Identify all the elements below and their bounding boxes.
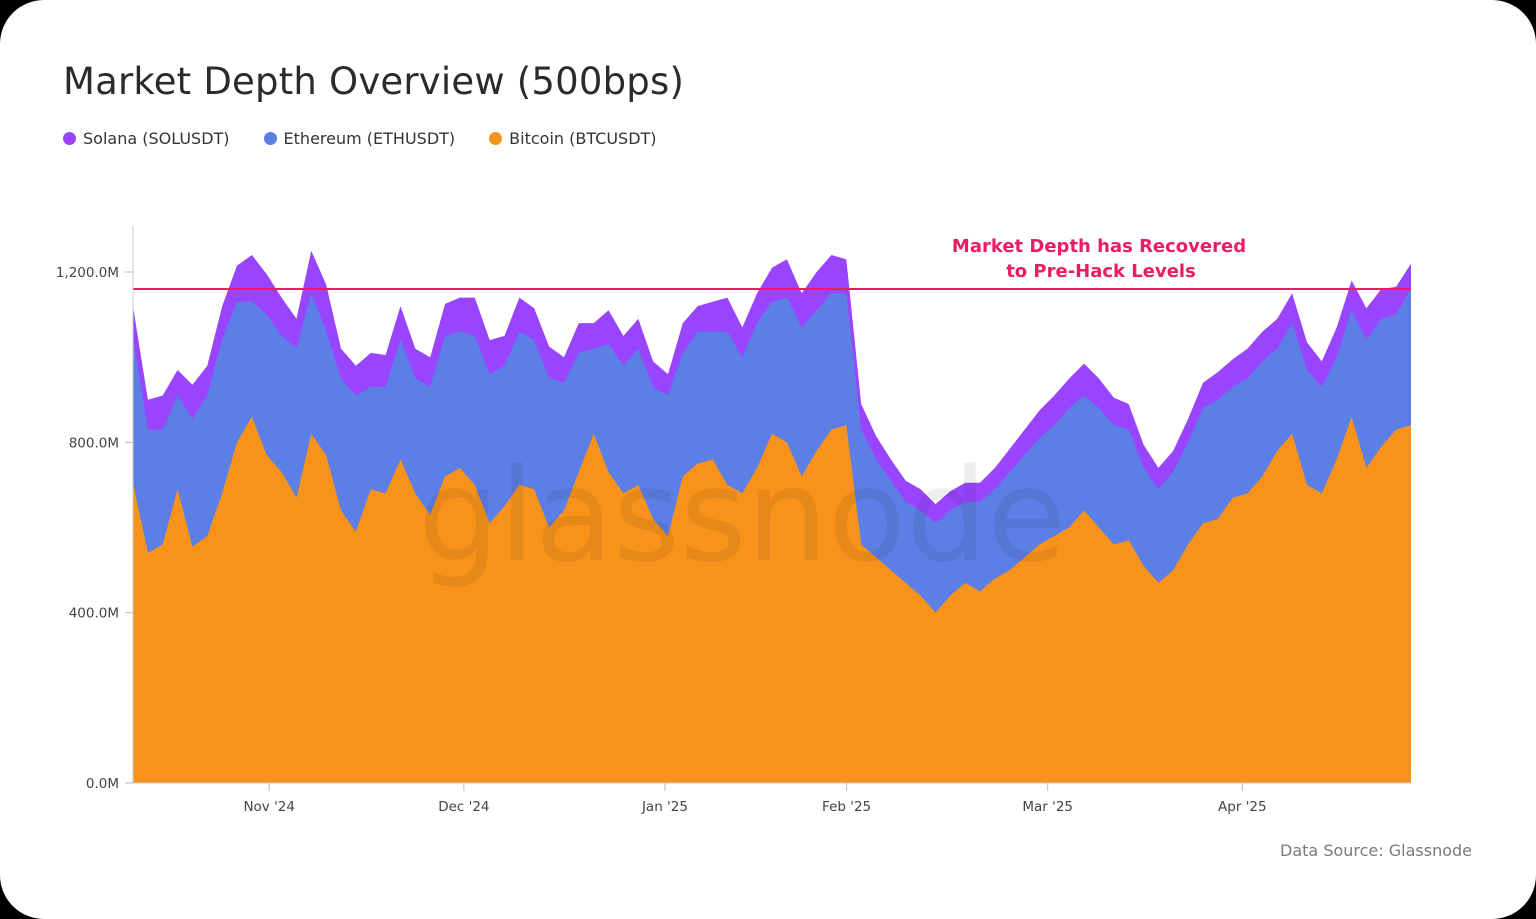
x-tick-label: Jan '25 xyxy=(641,799,688,815)
legend-label: Bitcoin (BTCUSDT) xyxy=(509,129,657,148)
x-tick-label: Apr '25 xyxy=(1218,799,1267,815)
legend-dot-icon xyxy=(63,132,76,145)
x-axis-ticks: Nov '24 Dec '24 Jan '25 Feb '25 Mar '25 Apr '… xyxy=(243,783,1267,815)
y-tick-label: 400.0M xyxy=(69,606,119,622)
legend-item-solana[interactable]: Solana (SOLUSDT) xyxy=(63,129,230,148)
annotation-line-1: Market Depth has Recovered xyxy=(952,236,1246,257)
x-tick-label: Feb '25 xyxy=(822,799,871,815)
watermark: glassnode xyxy=(418,442,1066,591)
legend-item-ethereum[interactable]: Ethereum (ETHUSDT) xyxy=(263,129,456,148)
x-tick-label: Dec '24 xyxy=(438,799,489,815)
legend-dot-icon xyxy=(263,132,277,145)
y-tick-label: 800.0M xyxy=(69,435,119,451)
y-axis-ticks: 0.0M 400.0M 800.0M 1,200.0M xyxy=(56,265,133,792)
legend-label: Ethereum (ETHUSDT) xyxy=(283,129,456,148)
legend-dot-icon xyxy=(489,132,503,145)
area-layers xyxy=(133,250,1411,783)
legend: Solana (SOLUSDT) Ethereum (ETHUSDT) Bitc… xyxy=(63,129,691,148)
legend-label: Solana (SOLUSDT) xyxy=(83,129,230,148)
y-tick-label: 0.0M xyxy=(86,776,119,792)
chart-title: Market Depth Overview (500bps) xyxy=(63,60,685,103)
x-tick-label: Nov '24 xyxy=(243,799,295,815)
legend-item-bitcoin[interactable]: Bitcoin (BTCUSDT) xyxy=(489,129,657,148)
x-tick-label: Mar '25 xyxy=(1022,799,1073,815)
area-bitcoin xyxy=(133,416,1411,783)
data-source: Data Source: Glassnode xyxy=(1280,841,1472,860)
annotation-line-2: to Pre-Hack Levels xyxy=(1006,261,1196,282)
y-tick-label: 1,200.0M xyxy=(56,265,119,281)
